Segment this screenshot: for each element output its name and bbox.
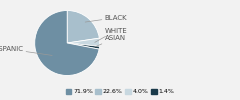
Wedge shape <box>35 10 99 76</box>
Wedge shape <box>67 43 100 49</box>
Text: ASIAN: ASIAN <box>95 35 126 47</box>
Text: HISPANIC: HISPANIC <box>0 46 52 55</box>
Wedge shape <box>67 38 100 46</box>
Text: WHITE: WHITE <box>95 28 127 42</box>
Legend: 71.9%, 22.6%, 4.0%, 1.4%: 71.9%, 22.6%, 4.0%, 1.4% <box>63 86 177 97</box>
Wedge shape <box>67 10 99 43</box>
Text: BLACK: BLACK <box>85 15 127 22</box>
